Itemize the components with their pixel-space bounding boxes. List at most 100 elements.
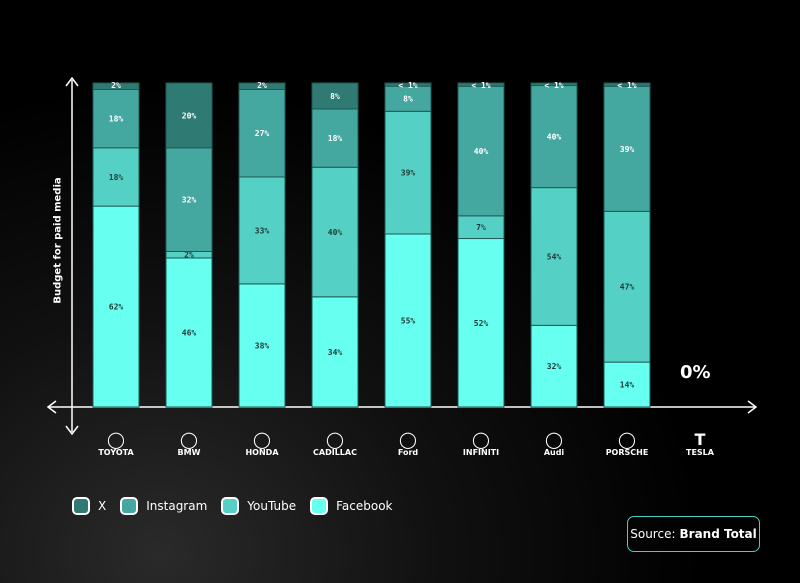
legend-label: Instagram <box>146 499 208 513</box>
legend-swatch <box>221 497 240 515</box>
bar-segment-instagram <box>530 85 578 189</box>
data-label: 18% <box>328 134 343 143</box>
source-box: Source: Brand Total <box>627 516 760 552</box>
data-label: 38% <box>255 341 270 350</box>
bar-segment-facebook <box>530 324 578 408</box>
logo-icon: ◯ <box>618 430 636 449</box>
legend: X Instagram YouTube Facebook <box>72 497 392 515</box>
y-axis-label: Budget for paid media <box>52 177 64 304</box>
data-label: 2% <box>184 251 194 260</box>
bar-segment-youtube <box>603 210 651 363</box>
brand-logo-toyota: ◯ TOYOTA <box>81 430 151 457</box>
source-name: Brand Total <box>679 527 757 541</box>
data-label: 27% <box>255 129 270 138</box>
legend-swatch <box>120 497 139 515</box>
logo-icon: ◯ <box>107 430 125 449</box>
y-axis-arrows <box>65 76 79 436</box>
brand-name: Ford <box>397 448 419 457</box>
bar-segment-x <box>384 82 432 87</box>
data-label: 40% <box>474 147 489 156</box>
bar-segment-instagram <box>311 108 359 168</box>
brand-name: TOYOTA <box>98 448 134 457</box>
data-label: 32% <box>182 196 197 205</box>
data-label: 39% <box>401 169 416 178</box>
data-label: 47% <box>620 283 635 292</box>
data-label: 8% <box>330 92 340 101</box>
data-label: < 1% <box>398 81 417 90</box>
brand-logo-audi: ◯ Audi <box>519 430 589 457</box>
logo-icon: ◯ <box>326 430 344 449</box>
data-label: 40% <box>328 228 343 237</box>
bar-segment-x <box>165 82 213 149</box>
brand-logo-porsche: ◯ PORSCHE <box>592 430 662 457</box>
legend-label: YouTube <box>247 499 297 513</box>
bar-segment-facebook <box>311 296 359 408</box>
data-label: 8% <box>403 95 413 104</box>
logo-icon: ◯ <box>180 430 198 449</box>
x-axis-arrows <box>46 400 758 414</box>
logo-icon: ◯ <box>545 430 563 449</box>
legend-label: X <box>98 499 107 513</box>
bar-segment-x <box>311 82 359 110</box>
brand-logo-cadillac: ◯ CADILLAC <box>300 430 370 457</box>
data-label: 54% <box>547 252 562 261</box>
brand-name: Audi <box>543 448 565 457</box>
data-label: 18% <box>109 115 124 124</box>
legend-item-facebook: Facebook <box>310 497 392 515</box>
source-prefix: Source: <box>630 527 676 541</box>
bar-segment-instagram <box>92 88 140 149</box>
brand-name: HONDA <box>245 448 279 457</box>
bar-segment-x <box>603 82 651 87</box>
bar-segment-instagram <box>238 88 286 178</box>
data-label: 2% <box>111 81 121 90</box>
logo-icon: ◯ <box>253 430 271 449</box>
brand-name: CADILLAC <box>313 448 357 457</box>
bar-segment-x <box>530 82 578 87</box>
legend-item-instagram: Instagram <box>120 497 207 515</box>
brand-name: BMW <box>177 448 201 457</box>
brand-name: TESLA <box>686 448 714 457</box>
brand-logo-infiniti: ◯ INFINITI <box>446 430 516 457</box>
bar-segment-facebook <box>603 361 651 408</box>
brand-logo-ford: ◯ Ford <box>373 430 443 457</box>
bar-segment-instagram <box>384 85 432 112</box>
data-label: 32% <box>547 362 562 371</box>
data-label: 14% <box>620 381 635 390</box>
bar-segment-facebook <box>92 205 140 408</box>
brand-name: PORSCHE <box>605 448 649 457</box>
brand-logo-honda: ◯ HONDA <box>227 430 297 457</box>
legend-label: Facebook <box>336 499 393 513</box>
bar-segment-youtube <box>92 147 140 207</box>
bar-segment-facebook <box>238 283 286 408</box>
brand-logo-bmw: ◯ BMW <box>154 430 224 457</box>
bar-segment-youtube <box>530 187 578 326</box>
bar-segment-instagram <box>457 85 505 217</box>
bar-segment-youtube <box>384 110 432 235</box>
data-label: < 1% <box>617 81 636 90</box>
bar-segment-x <box>238 82 286 90</box>
data-label: 34% <box>328 348 343 357</box>
brand-name: INFINITI <box>462 448 500 457</box>
data-label: 52% <box>474 319 489 328</box>
legend-item-youtube: YouTube <box>221 497 296 515</box>
data-label: 18% <box>109 173 124 182</box>
logo-icon: ◯ <box>472 430 490 449</box>
tesla-zero-label: 0% <box>680 362 711 383</box>
data-label: 39% <box>620 145 635 154</box>
legend-item-x: X <box>72 497 106 515</box>
data-label: 20% <box>182 111 197 120</box>
data-label: 40% <box>547 133 562 142</box>
data-label: 46% <box>182 328 197 337</box>
brand-logo-tesla: T TESLA <box>665 430 735 457</box>
logo-icon: T <box>694 430 706 449</box>
bar-segment-facebook <box>457 238 505 408</box>
legend-swatch <box>72 497 90 515</box>
data-label: 62% <box>109 303 124 312</box>
data-label: 55% <box>401 316 416 325</box>
data-label: 2% <box>257 81 267 90</box>
bar-segment-x <box>92 82 140 90</box>
legend-swatch <box>310 497 329 515</box>
data-label: 33% <box>255 226 270 235</box>
